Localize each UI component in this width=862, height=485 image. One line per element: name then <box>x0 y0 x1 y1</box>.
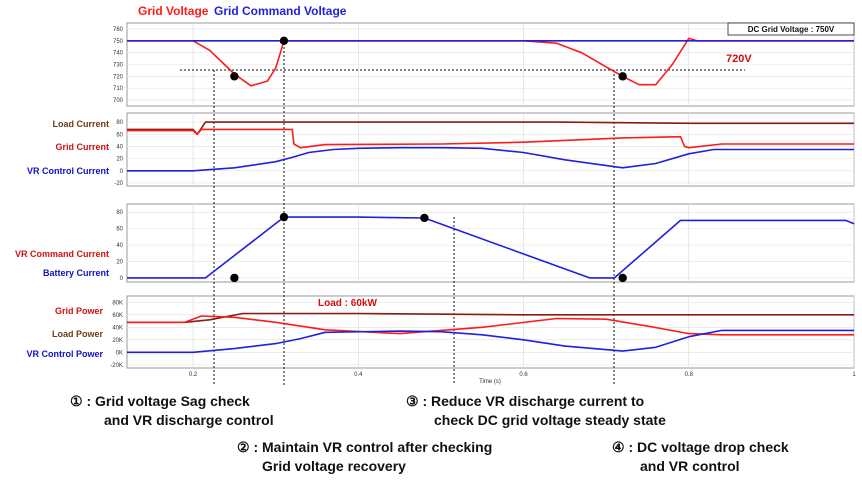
y-tick-label: -20 <box>114 181 123 187</box>
y-tick-label: 60 <box>116 132 123 138</box>
dc-grid-voltage-box <box>727 22 855 36</box>
y-tick-label: 80 <box>116 210 123 216</box>
y-tick-label: 60 <box>116 227 123 233</box>
note-3-line-1: ③ : Reduce VR discharge current to <box>406 393 644 409</box>
marker-point <box>230 72 239 81</box>
note-2-line-2: Grid voltage recovery <box>262 458 406 474</box>
legend-grid-voltage: Grid Voltage <box>138 4 209 18</box>
explanation-notes: ① : Grid voltage Sag check and VR discha… <box>70 393 789 474</box>
marker-point <box>230 273 239 283</box>
y-tick-label: 20 <box>116 259 123 265</box>
note-1-line-2: and VR discharge control <box>104 412 274 428</box>
dc-grid-voltage-label: DC Grid Voltage : 750V <box>748 25 835 34</box>
series-layer <box>127 37 855 354</box>
vr-command-panel-labels: VR Command Current Battery Current <box>15 249 109 278</box>
x-tick-label: 0.8 <box>685 372 694 378</box>
label-vr-control-current: VR Control Current <box>27 166 109 176</box>
y-tick-label: 20 <box>116 157 123 163</box>
y-tick-label: -20K <box>110 363 123 369</box>
marker-point <box>420 213 429 223</box>
vr-command-panel-frame <box>126 203 855 283</box>
current-panel-labels: Load Current Grid Current VR Control Cur… <box>27 119 109 176</box>
series-grid-power <box>127 315 854 336</box>
x-tick-label: 0.4 <box>354 372 363 378</box>
marker-point <box>618 273 627 283</box>
label-vr-command-current: VR Command Current <box>15 249 109 259</box>
marker-point <box>279 212 289 222</box>
y-tick-label: 760 <box>113 27 124 33</box>
series-vr-control-power <box>127 329 854 354</box>
y-tick-label: 40K <box>112 325 123 331</box>
y-tick-label: 60K <box>112 313 123 319</box>
x-tick-label: 0.2 <box>189 372 198 378</box>
note-3-line-2: check DC grid voltage steady state <box>434 412 666 428</box>
marker-point <box>618 72 627 81</box>
power-panel-frame <box>126 295 855 369</box>
label-battery-current: Battery Current <box>43 268 109 278</box>
y-tick-label: 720 <box>113 74 124 80</box>
marker-layer <box>230 36 627 283</box>
y-tick-label: 40 <box>116 243 123 249</box>
y-tick-label: 740 <box>113 51 124 57</box>
power-panel-labels: Grid Power Load Power VR Control Power <box>26 306 103 359</box>
y-tick-label: 0K <box>116 350 123 356</box>
y-tick-label: 710 <box>113 86 124 92</box>
y-tick-label: 750 <box>113 39 124 45</box>
series-load-power <box>127 312 854 324</box>
y-tick-labels: 760 750 740 730 720 710 700 80 60 40 20 0 -20 80 60 40 2… <box>110 27 123 369</box>
y-tick-label: 40 <box>116 144 123 150</box>
y-tick-label: 80K <box>112 300 123 306</box>
label-load-power: Load Power <box>52 329 104 339</box>
y-tick-label: 730 <box>113 63 124 69</box>
load-annotation: Load : 60kW <box>318 298 377 309</box>
series-battery-current <box>127 216 855 279</box>
y-tick-label: 0 <box>120 169 124 175</box>
label-vr-control-power: VR Control Power <box>26 349 103 359</box>
marker-point <box>279 36 289 45</box>
label-grid-current: Grid Current <box>55 142 109 152</box>
y-tick-label: 20K <box>112 338 123 344</box>
y-tick-label: 700 <box>113 98 124 104</box>
series-grid-current <box>127 128 854 149</box>
series-vr-control-current <box>127 146 854 172</box>
y-tick-label: 80 <box>116 120 123 126</box>
y-tick-label: 0 <box>120 276 124 282</box>
label-grid-power: Grid Power <box>55 306 104 316</box>
note-2-line-1: ② : Maintain VR control after checking <box>237 439 492 455</box>
x-axis-title: Time (s) <box>479 379 501 385</box>
x-axis: 0.2 0.4 0.6 0.8 1 <box>189 372 856 378</box>
marker-720v-label: 720V <box>726 53 752 65</box>
note-1-line-1: ① : Grid voltage Sag check <box>70 393 250 409</box>
x-tick-label: 0.6 <box>519 372 528 378</box>
note-4-line-1: ④ : DC voltage drop check <box>612 439 789 455</box>
x-tick-label: 1 <box>852 372 856 378</box>
note-4-line-2: and VR control <box>640 458 740 474</box>
label-load-current: Load Current <box>52 119 109 129</box>
legend-grid-command-voltage: Grid Command Voltage <box>214 4 347 18</box>
